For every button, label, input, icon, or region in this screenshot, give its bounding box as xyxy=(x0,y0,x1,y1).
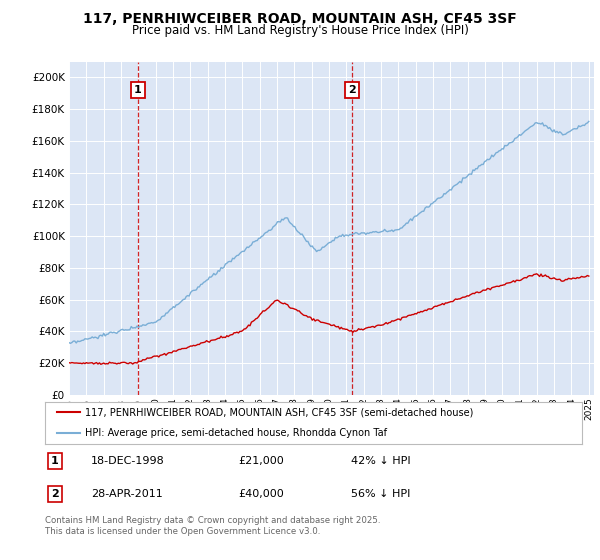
Text: 56% ↓ HPI: 56% ↓ HPI xyxy=(351,489,410,500)
Text: £21,000: £21,000 xyxy=(238,456,284,466)
Text: £40,000: £40,000 xyxy=(238,489,284,500)
Text: 2: 2 xyxy=(348,85,356,95)
Text: 18-DEC-1998: 18-DEC-1998 xyxy=(91,456,164,466)
Text: Price paid vs. HM Land Registry's House Price Index (HPI): Price paid vs. HM Land Registry's House … xyxy=(131,24,469,37)
Text: 117, PENRHIWCEIBER ROAD, MOUNTAIN ASH, CF45 3SF (semi-detached house): 117, PENRHIWCEIBER ROAD, MOUNTAIN ASH, C… xyxy=(85,408,473,417)
Text: 42% ↓ HPI: 42% ↓ HPI xyxy=(351,456,411,466)
Text: 28-APR-2011: 28-APR-2011 xyxy=(91,489,163,500)
Text: 2: 2 xyxy=(51,489,59,500)
Text: 1: 1 xyxy=(51,456,59,466)
Text: 117, PENRHIWCEIBER ROAD, MOUNTAIN ASH, CF45 3SF: 117, PENRHIWCEIBER ROAD, MOUNTAIN ASH, C… xyxy=(83,12,517,26)
Text: HPI: Average price, semi-detached house, Rhondda Cynon Taf: HPI: Average price, semi-detached house,… xyxy=(85,428,387,437)
Text: 1: 1 xyxy=(134,85,142,95)
Text: Contains HM Land Registry data © Crown copyright and database right 2025.
This d: Contains HM Land Registry data © Crown c… xyxy=(45,516,380,536)
